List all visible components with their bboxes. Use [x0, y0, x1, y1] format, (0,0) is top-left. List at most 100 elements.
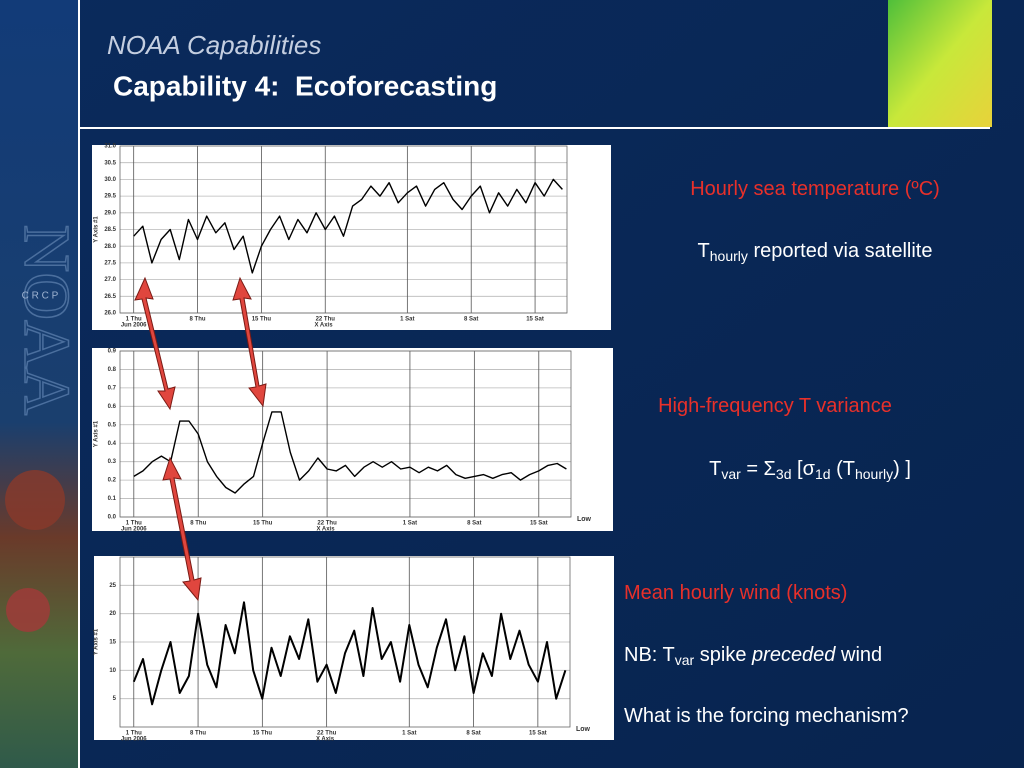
y-tick-label: 0.8 [108, 367, 117, 373]
note-text: Hourly sea temperature (ºC) [690, 178, 940, 200]
x-tick-label: 8 Thu [190, 731, 206, 737]
y-tick-label: 0.9 [108, 349, 117, 355]
x-tick-label: 8 Sat [467, 521, 481, 527]
y-tick-label: 29.0 [104, 210, 116, 216]
y-tick-label: 27.5 [104, 260, 116, 266]
subscript: 1d [815, 466, 831, 482]
note-text: What is the forcing mechanism? [624, 705, 909, 727]
x-axis-label: X Axis [314, 323, 333, 329]
x-tick-label: 15 Thu [253, 521, 273, 527]
subscript: hourly [710, 248, 748, 264]
y-tick-label: 31.0 [104, 144, 116, 150]
x-tick-label: 15 Thu [253, 731, 273, 737]
y-tick-label: 28.5 [104, 227, 116, 233]
corner-label: Low [576, 726, 591, 733]
x-tick-label: 8 Thu [190, 317, 206, 323]
x-tick-label: 15 Thu [252, 317, 272, 323]
x-sublabel: Jun 2006 [121, 323, 147, 329]
note-text: = Σ [741, 458, 776, 480]
x-tick-label: 22 Thu [317, 521, 337, 527]
y-tick-label: 25 [109, 583, 116, 589]
kicker: NOAA Capabilities [107, 30, 321, 60]
y-tick-label: 15 [109, 640, 116, 646]
x-tick-label: 8 Thu [190, 521, 206, 527]
subscript: var [721, 466, 741, 482]
note-text: spike [694, 644, 752, 666]
y-tick-label: 10 [109, 668, 116, 674]
y-axis-label: Y Axis #1 [94, 628, 100, 655]
x-tick-label: 15 Sat [526, 317, 544, 323]
x-sublabel: Jun 2006 [121, 527, 147, 533]
y-tick-label: 26.5 [104, 294, 116, 300]
chart-background [92, 348, 613, 531]
y-tick-label: 0.4 [108, 441, 117, 447]
note-text: Mean hourly wind (knots) [624, 582, 847, 604]
double-arrow [134, 276, 267, 602]
wind-map [888, 0, 992, 127]
data-line [132, 601, 567, 706]
note-text: ) ] [893, 458, 911, 480]
sidebar [0, 0, 78, 768]
y-axis-label: Y Axis #1 [94, 420, 100, 447]
note-text: wind [835, 644, 882, 666]
note: What is the forcing mechanism? [624, 705, 909, 727]
plot-frame [119, 145, 568, 314]
notes: Hourly sea temperature (ºC) Thourly repor… [624, 178, 940, 727]
charts: 26.0 26.5 27.0 27.5 28.0 28.5 29.0 29.5 30.0 30.5… [92, 144, 614, 743]
x-tick-label: 1 Thu [126, 521, 142, 527]
coral [6, 588, 50, 632]
subscript: var [675, 652, 695, 668]
note-text: [σ [792, 458, 816, 480]
chart: 26.0 26.5 27.0 27.5 28.0 28.5 29.0 29.5 30.0 30.5… [92, 144, 611, 330]
x-tick-label: 1 Thu [126, 317, 142, 323]
y-tick-label: 0.1 [108, 496, 117, 502]
subscript: 3d [776, 466, 792, 482]
note: Hourly sea temperature (ºC) [690, 178, 940, 200]
y-tick-label: 0.7 [108, 385, 117, 391]
note: High-frequency T variance [658, 395, 892, 417]
y-tick-label: 0.6 [108, 404, 117, 410]
x-tick-label: 1 Sat [400, 317, 414, 323]
note-text: T [709, 458, 721, 480]
chart: 5 10 15 20 25 1 Thu 8 Thu 15 Thu 22 Thu 1 Sat 8 Sa… [94, 556, 614, 743]
y-tick-label: 29.5 [104, 194, 116, 200]
y-tick-label: 0.0 [108, 515, 117, 521]
y-tick-label: 5 [113, 696, 117, 702]
y-tick-label: 28.0 [104, 244, 116, 250]
plot-frame [119, 350, 572, 518]
slide-title: Capability 4: Ecoforecasting [113, 70, 497, 101]
y-tick-label: 27.0 [104, 277, 116, 283]
subscript: hourly [855, 466, 893, 482]
x-tick-label: 1 Thu [126, 731, 142, 737]
y-tick-label: 30.0 [104, 177, 116, 183]
x-tick-label: 1 Sat [403, 521, 417, 527]
x-sublabel: Jun 2006 [121, 737, 147, 743]
note-text: preceded [751, 644, 836, 666]
x-tick-label: 1 Sat [402, 731, 416, 737]
x-tick-label: 15 Sat [529, 731, 547, 737]
coral [5, 470, 65, 530]
y-tick-label: 26.0 [104, 311, 116, 317]
x-tick-label: 8 Sat [464, 317, 478, 323]
x-axis-label: X Axis [316, 527, 335, 533]
y-tick-label: 20 [109, 611, 116, 617]
sidebar-logo: NOAA [10, 225, 83, 416]
corner-label: Low [577, 516, 592, 523]
data-line [133, 411, 567, 494]
note: Mean hourly wind (knots) [624, 582, 847, 604]
chart-background [94, 556, 614, 740]
chart: 0.0 0.1 0.2 0.3 0.4 0.5 0.6 0.7 0.8 0.9 1 Thu 8 Thu… [92, 348, 613, 533]
y-tick-label: 0.3 [108, 459, 117, 465]
note-text: T [698, 240, 710, 262]
note: NB: Tvar spike preceded wind [624, 644, 882, 667]
note-text: NB: T [624, 644, 675, 666]
chart-background [92, 145, 611, 330]
x-tick-label: 15 Sat [530, 521, 548, 527]
y-tick-label: 0.5 [108, 422, 117, 428]
note-text: High-frequency T variance [658, 395, 892, 417]
note: Tvar = Σ3d [σ1d (Thourly) ] [709, 458, 911, 481]
y-axis-label: Y Axis #1 [94, 216, 100, 243]
x-tick-label: 22 Thu [317, 731, 337, 737]
note-text: (T [831, 458, 855, 480]
